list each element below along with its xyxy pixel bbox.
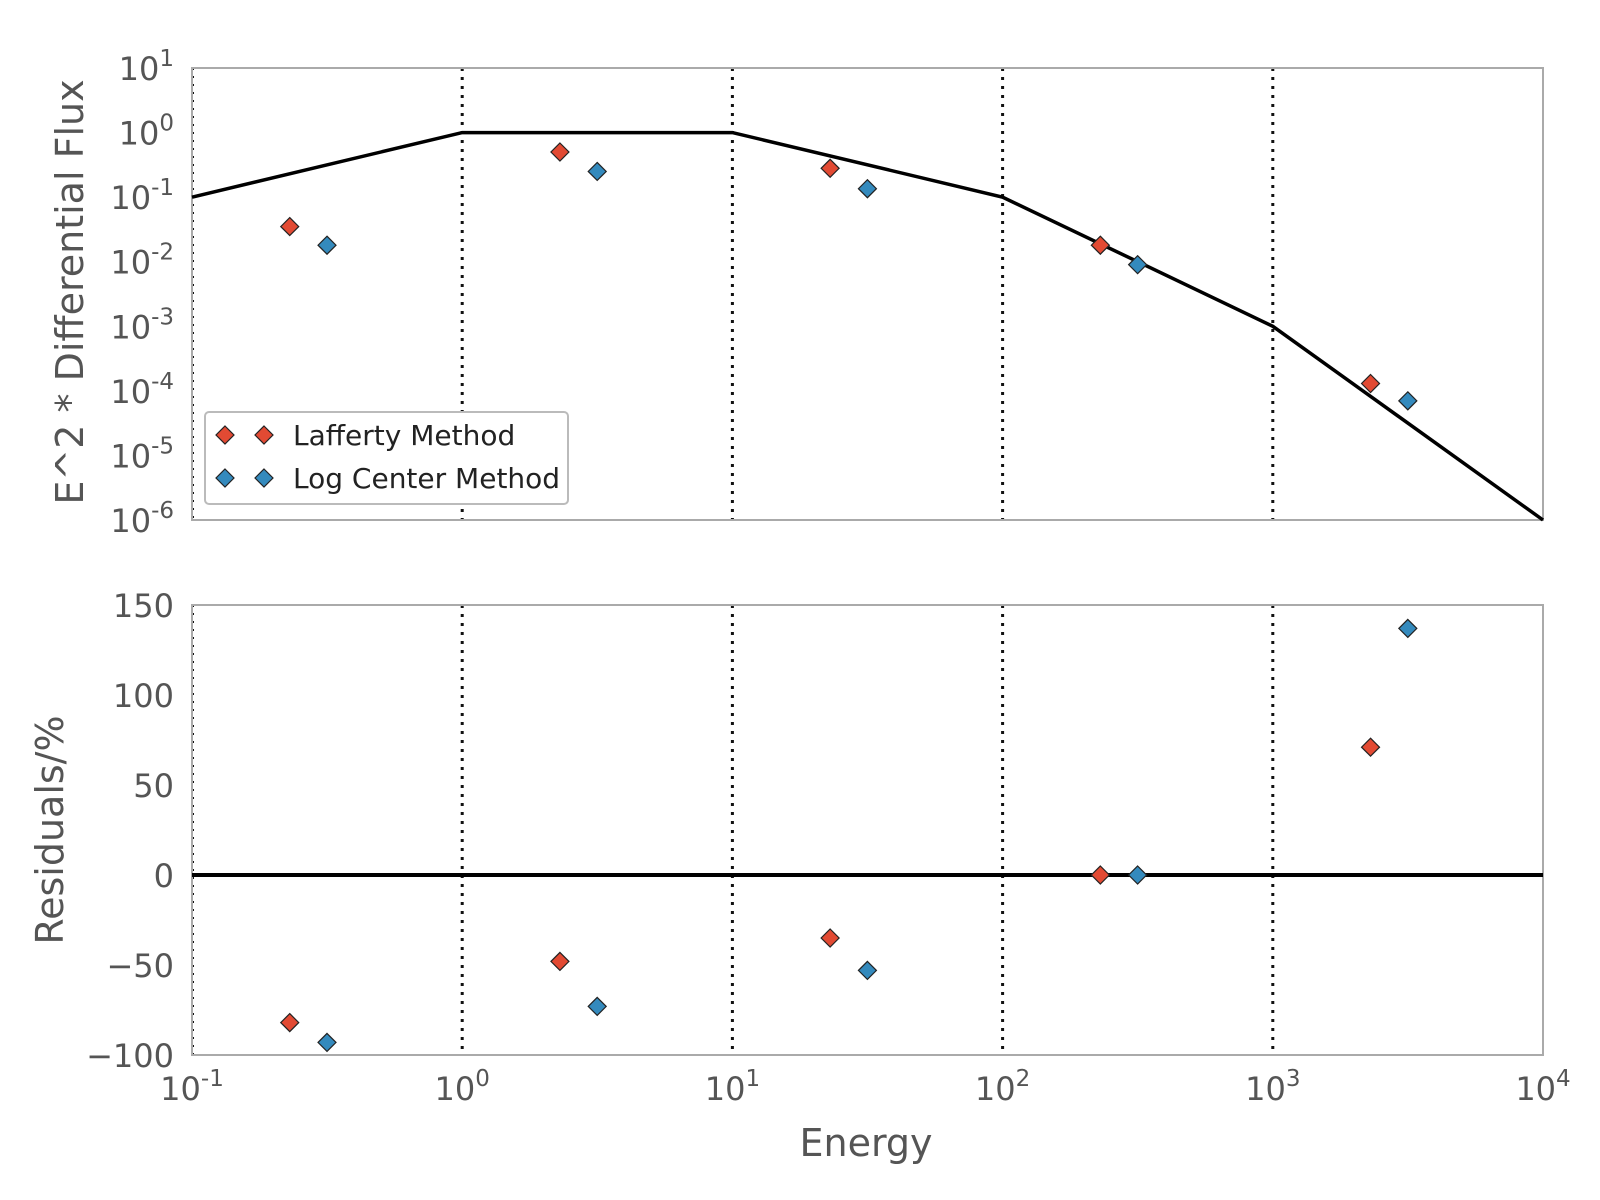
flux-y-tick-label: 100 [119, 111, 174, 153]
legend-marker [254, 468, 274, 488]
residual-point-lafferty [279, 1012, 300, 1033]
flux-point-lafferty [820, 158, 840, 179]
residual-point-log-center [1127, 865, 1148, 885]
flux-point-lafferty [1360, 373, 1381, 394]
legend-marker [215, 425, 235, 445]
flux-panel: 101 100 10-1 10-2 10-3 10-4 10-5 10-6 [110, 46, 1545, 540]
residuals-y-tick-label: −100 [86, 1037, 174, 1075]
legend-marker [254, 425, 274, 445]
residual-point-lafferty [820, 928, 840, 948]
flux-y-tick-label: 10-3 [110, 304, 174, 346]
flux-point-lafferty [1090, 235, 1111, 256]
residual-point-lafferty [1360, 737, 1381, 758]
energy-x-tick-label: 102 [975, 1066, 1030, 1108]
residuals-y-axis-label: Residuals/% [28, 715, 72, 944]
residual-point-log-center [587, 996, 608, 1017]
legend-label: Log Center Method [293, 462, 560, 495]
flux-y-tick-label: 10-4 [110, 369, 174, 411]
energy-x-tick-label: 104 [1515, 1066, 1570, 1108]
energy-x-axis-label: Energy [799, 1121, 932, 1165]
residuals-y-tick-label: −50 [106, 947, 174, 985]
residuals-y-tick-label: 150 [113, 587, 174, 625]
flux-point-log-center [1397, 391, 1418, 411]
legend: Lafferty Method Log Center Method [204, 411, 569, 505]
flux-y-tick-label: 10-1 [110, 175, 174, 217]
energy-x-tick-label: 101 [705, 1066, 760, 1108]
residual-point-log-center [1397, 618, 1418, 639]
residual-point-lafferty [1090, 865, 1111, 885]
flux-y-tick-label: 10-6 [110, 498, 174, 540]
residual-point-lafferty [550, 951, 570, 972]
energy-x-tick-label: 100 [435, 1066, 490, 1108]
flux-plot-frame [191, 67, 1544, 521]
residuals-y-tick-label: 0 [154, 857, 174, 895]
residual-point-log-center [317, 1032, 337, 1053]
flux-point-log-center [317, 235, 337, 256]
energy-x-tick-label: 10-1 [160, 1066, 224, 1108]
flux-point-log-center [857, 178, 878, 199]
residual-point-log-center [857, 960, 878, 981]
flux-y-axis-label: E^2 * Differential Flux [48, 79, 92, 504]
flux-y-tick-label: 10-2 [110, 240, 174, 282]
flux-point-log-center [587, 161, 608, 182]
residuals-plot-frame [191, 604, 1544, 1056]
flux-y-tick-label: 101 [119, 46, 174, 88]
legend-marker [215, 468, 235, 488]
legend-box [204, 411, 569, 505]
flux-point-log-center [1127, 254, 1148, 275]
flux-point-lafferty [279, 216, 300, 237]
residuals-y-tick-label: 100 [113, 677, 174, 715]
residuals-y-tick-label: 50 [133, 767, 174, 805]
flux-y-tick-label: 10-5 [110, 433, 174, 475]
energy-x-tick-label: 103 [1245, 1066, 1300, 1108]
legend-label: Lafferty Method [293, 419, 515, 452]
flux-point-lafferty [550, 142, 570, 162]
model-line [191, 130, 1545, 522]
